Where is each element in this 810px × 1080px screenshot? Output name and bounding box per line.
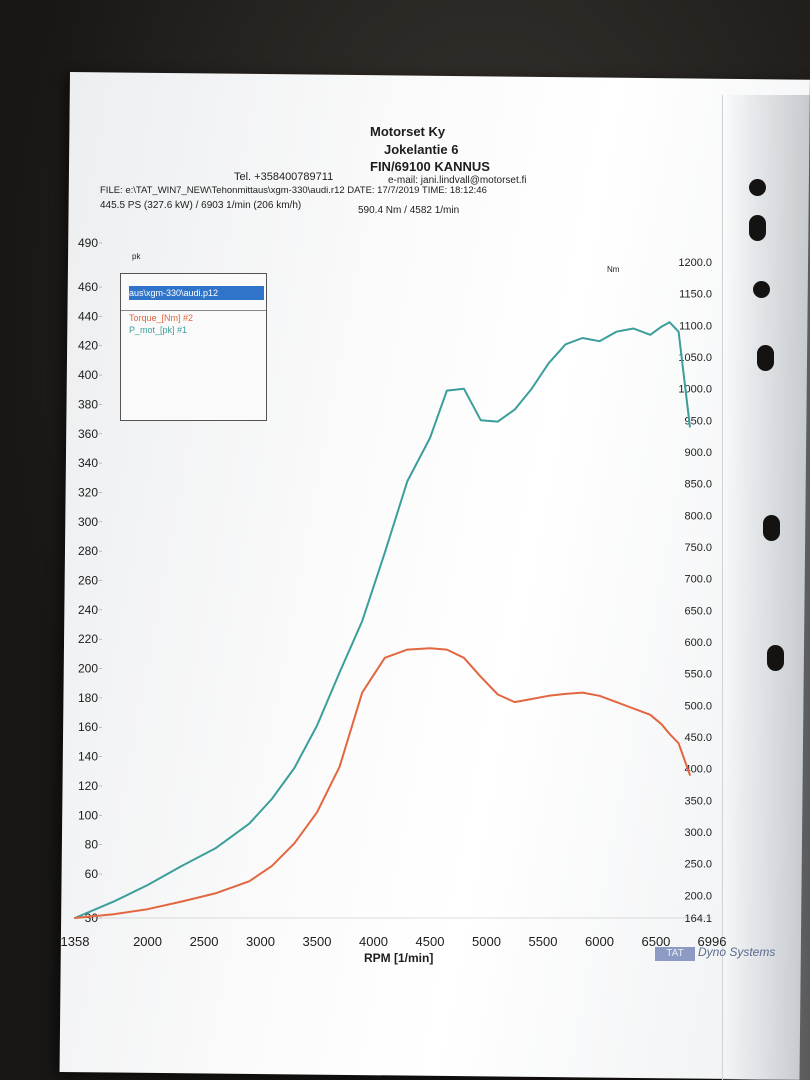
- y-left-tick-label: 300: [78, 515, 98, 529]
- y-left-tick-label: 200: [78, 662, 98, 676]
- y-right-tick-label: 1100.0: [679, 320, 712, 332]
- x-tick-label: 1358: [61, 934, 90, 949]
- y-left-tick-label: 120: [78, 779, 98, 793]
- y-right-tick-label: 850.0: [684, 479, 712, 491]
- company-city: FIN/69100 KANNUS: [370, 159, 490, 174]
- y-right-tick-label: 500.0: [684, 700, 712, 712]
- x-axis-title: RPM [1/min]: [364, 951, 433, 965]
- y-right-tick-label: 900.0: [684, 447, 712, 459]
- y-left-tick-label: 340: [78, 456, 98, 470]
- y-left-tick-label: 240: [78, 603, 98, 617]
- y-right-tick-label: 450.0: [684, 732, 712, 744]
- file-info-line: FILE: e:\TAT_WIN7_NEW\Tehonmittaus\xgm-3…: [100, 185, 487, 196]
- y-left-tick-label: 100: [78, 808, 98, 822]
- x-tick-label: 6000: [585, 934, 614, 949]
- y-right-tick-label: 1000.0: [678, 384, 712, 396]
- y-left-tick-label: 80: [85, 838, 99, 852]
- y-left-tick-label: 440: [78, 309, 98, 323]
- y-right-tick-label: 200.0: [684, 890, 712, 902]
- x-tick-label: 2500: [190, 934, 219, 949]
- y-right-tick-label: 250.0: [684, 859, 712, 871]
- y-left-tick-label: 160: [78, 720, 98, 734]
- y-left-tick-label: 420: [78, 339, 98, 353]
- x-ticks: 1358 2000 2500 3000 3500 4000 4500 5000 5500 6000…: [61, 934, 727, 949]
- x-tick-label: 3000: [246, 934, 275, 949]
- series-line-power: [74, 321, 691, 919]
- y-left-tick-label: 260: [78, 574, 98, 588]
- plastic-sleeve-edge: [722, 95, 810, 1080]
- company-street: Jokelantie 6: [384, 142, 459, 157]
- legend-box: aus\xgm-330\audi.p12 Torque_[Nm] #2 P_mo…: [120, 273, 267, 421]
- y-left-tick-label: 140: [78, 750, 98, 764]
- punch-hole: [757, 345, 774, 371]
- series-layer: [74, 321, 691, 919]
- y-right-tick-label: 350.0: [684, 795, 712, 807]
- dyno-systems-branding: TAT Dyno Systems: [655, 945, 775, 961]
- y-right-tick-label: 750.0: [684, 542, 712, 554]
- summary-power: 445.5 PS (327.6 kW) / 6903 1/min (206 km…: [100, 200, 302, 211]
- y-right-tick-label: 400.0: [684, 764, 712, 776]
- y-left-tick-label: 380: [78, 397, 98, 411]
- y-left-tick-label: 30: [85, 911, 99, 925]
- y-right-tick-label: 300.0: [684, 827, 712, 839]
- y-left-ticks: 30 60 80 100 120 140 160 180 200 220 240 260 280 300 3…: [78, 236, 102, 925]
- y-right-tick-label: 1200.0: [678, 257, 712, 269]
- brand-text: Dyno Systems: [698, 945, 776, 959]
- legend-entry-torque: Torque_[Nm] #2: [129, 313, 194, 323]
- summary-torque: 590.4 Nm / 4582 1/min: [358, 205, 460, 216]
- y-right-tick-label: 1050.0: [678, 352, 712, 364]
- x-tick-label: 5000: [472, 934, 501, 949]
- y-left-tick-label: 490: [78, 236, 98, 250]
- y-left-tick-label: 220: [78, 632, 98, 646]
- punch-hole: [749, 179, 766, 196]
- y-right-tick-label: 164.1: [684, 913, 712, 925]
- punch-hole: [763, 515, 780, 541]
- y-right-tick-label: 600.0: [684, 637, 712, 649]
- x-tick-label: 3500: [303, 934, 332, 949]
- x-tick-label: 6996: [698, 934, 727, 949]
- series-line-torque: [74, 647, 691, 919]
- company-name: Motorset Ky: [370, 124, 446, 139]
- y-left-tick-label: 460: [78, 280, 98, 294]
- punch-hole: [767, 645, 784, 671]
- x-tick-label: 2000: [133, 934, 162, 949]
- y-right-tick-label: 950.0: [684, 415, 712, 427]
- y-right-unit-label: Nm: [607, 265, 620, 274]
- x-tick-label: 4000: [359, 934, 388, 949]
- y-right-tick-label: 800.0: [684, 510, 712, 522]
- legend-entry-power: P_mot_[pk] #1: [129, 325, 188, 335]
- legend-file-path[interactable]: aus\xgm-330\audi.p12: [129, 286, 264, 300]
- punch-hole: [753, 281, 770, 298]
- company-phone: Tel. +358400789711: [234, 171, 334, 183]
- y-right-ticks: 164.1 200.0 250.0 300.0 350.0 400.0 450.0 500.0…: [678, 257, 712, 925]
- y-left-tick-label: 60: [85, 867, 99, 881]
- y-left-unit-label: pk: [132, 252, 141, 261]
- y-right-tick-label: 650.0: [684, 605, 712, 617]
- legend-divider: [121, 310, 266, 311]
- y-right-tick-label: 700.0: [684, 574, 712, 586]
- y-left-tick-label: 400: [78, 368, 98, 382]
- x-tick-label: 5500: [529, 934, 558, 949]
- y-right-tick-label: 1150.0: [679, 289, 712, 301]
- tat-logo: TAT: [655, 947, 695, 961]
- y-left-tick-label: 360: [78, 427, 98, 441]
- y-left-tick-label: 320: [78, 485, 98, 499]
- company-email: e-mail: jani.lindvall@motorset.fi: [388, 175, 527, 186]
- x-tick-label: 6500: [641, 934, 670, 949]
- x-tick-label: 4500: [416, 934, 445, 949]
- y-left-tick-label: 280: [78, 544, 98, 558]
- y-right-tick-label: 550.0: [684, 669, 712, 681]
- y-left-tick-label: 180: [78, 691, 98, 705]
- punch-hole: [749, 215, 766, 241]
